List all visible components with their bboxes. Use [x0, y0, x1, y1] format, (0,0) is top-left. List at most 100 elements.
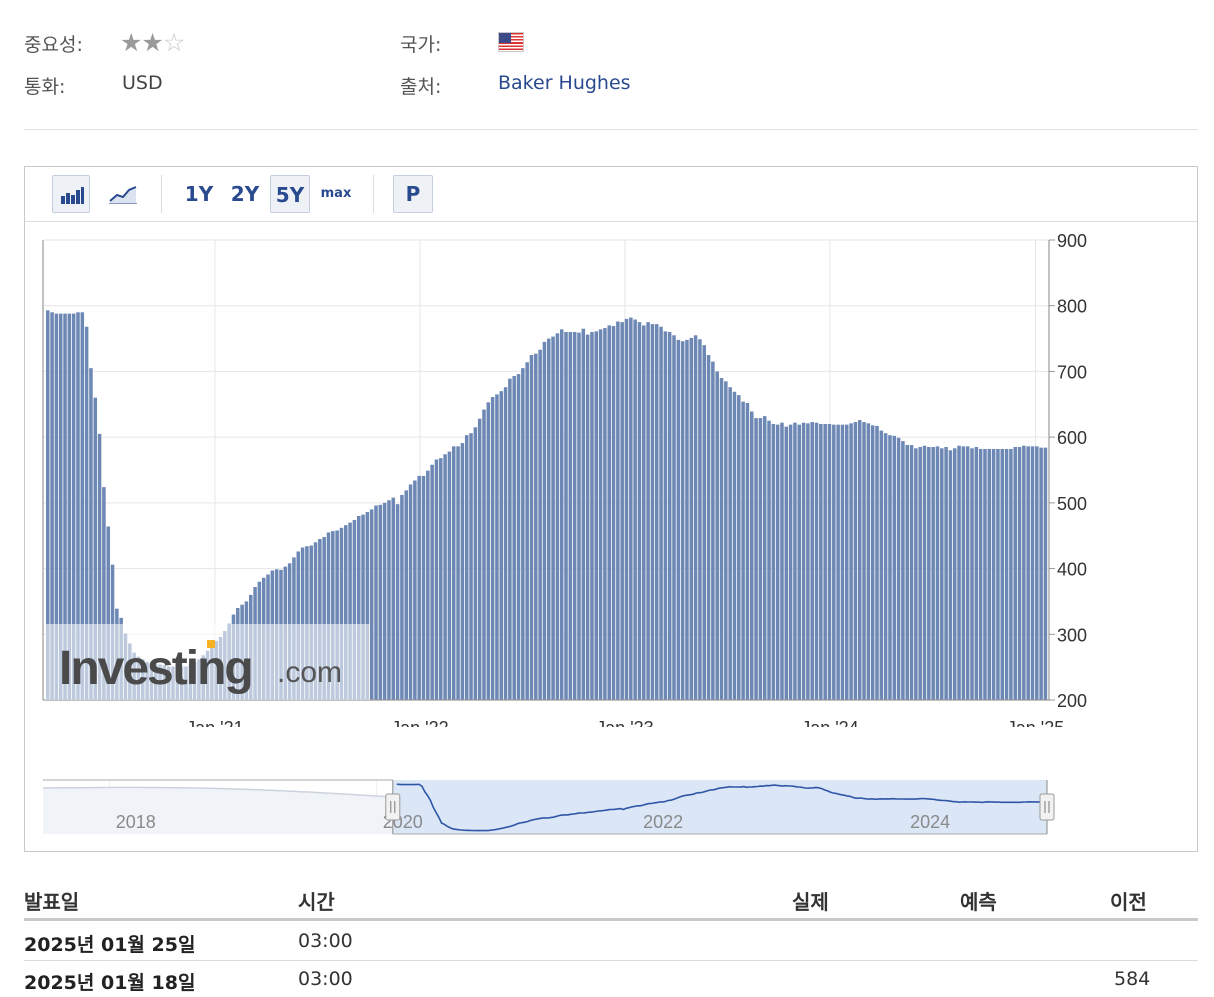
bar	[335, 530, 339, 700]
drag-handle-icon[interactable]	[385, 793, 401, 821]
bar	[490, 397, 495, 700]
bar	[352, 519, 357, 700]
navigator-history-line	[42, 786, 392, 798]
bar	[978, 448, 983, 700]
navigator-selection	[392, 780, 1048, 834]
bar	[421, 475, 426, 700]
y-tick-label: 900	[1057, 231, 1087, 251]
bar	[672, 335, 676, 700]
bar	[559, 329, 564, 700]
bar	[525, 362, 529, 700]
bar	[754, 418, 758, 700]
section-divider	[24, 129, 1198, 130]
bar	[741, 401, 745, 700]
bar	[905, 445, 909, 700]
bar	[667, 332, 672, 700]
bar	[853, 422, 858, 700]
bar	[551, 336, 555, 700]
bar	[732, 391, 737, 700]
star-filled-icon: ★	[120, 28, 142, 57]
bar	[991, 448, 996, 700]
bar	[300, 547, 305, 700]
header-actual: 실제	[792, 890, 829, 914]
bar	[801, 422, 806, 700]
bar	[318, 539, 322, 700]
bar	[715, 371, 719, 700]
bar	[806, 423, 810, 700]
bar	[434, 459, 439, 700]
range-navigator[interactable]: 2018 2020 2022 2024	[25, 167, 1197, 851]
row-2-time: 03:00	[298, 968, 353, 990]
bar	[598, 329, 603, 700]
bar	[698, 339, 702, 700]
bar	[305, 546, 309, 700]
bar	[827, 424, 832, 700]
bar	[50, 312, 54, 700]
navigator-year-label: 2022	[643, 812, 683, 832]
bar	[676, 339, 681, 700]
bar	[590, 332, 594, 700]
bar	[706, 355, 711, 700]
bar	[456, 446, 460, 700]
bar	[862, 422, 866, 700]
watermark-logo: Investing	[59, 642, 252, 695]
range-5y-button[interactable]: 5Y	[270, 175, 310, 213]
bar	[857, 420, 862, 700]
bar	[896, 437, 901, 700]
x-tick-label: Jan '23	[596, 718, 653, 727]
bar	[987, 448, 992, 700]
bar	[331, 531, 335, 700]
bar	[1030, 446, 1035, 700]
bar	[339, 527, 344, 700]
bar	[819, 424, 823, 700]
bar	[313, 542, 318, 700]
bar	[63, 313, 67, 700]
bar	[961, 446, 966, 700]
x-tick-label: Jan '22	[391, 718, 448, 727]
source-link[interactable]: Baker Hughes	[498, 72, 631, 94]
bar	[948, 450, 953, 700]
bar	[888, 435, 892, 700]
bar	[607, 325, 611, 700]
range-2y-button[interactable]: 2Y	[230, 182, 260, 206]
bar	[629, 317, 633, 700]
p-button[interactable]: P	[393, 175, 433, 213]
bar	[650, 324, 655, 700]
bar	[417, 475, 421, 700]
y-tick-label: 700	[1057, 362, 1087, 382]
bar	[771, 424, 776, 700]
line-chart-button[interactable]	[104, 175, 142, 213]
bar-chart-icon	[61, 187, 84, 204]
bar	[71, 313, 76, 700]
bar	[983, 448, 987, 700]
bar	[54, 313, 59, 700]
bar	[633, 319, 637, 700]
bar	[1022, 445, 1026, 700]
range-max-button[interactable]: max	[320, 186, 352, 201]
bar	[365, 512, 370, 700]
bar	[767, 420, 771, 700]
bar	[892, 435, 897, 700]
star-filled-icon: ★	[141, 28, 163, 57]
bar	[1043, 447, 1048, 700]
bar	[974, 447, 979, 700]
bar-chart-button[interactable]	[52, 175, 90, 213]
main-chart[interactable]: 200 300 400 500 600 700 800 900 Jan '21 Jan '22 Ja…	[25, 167, 1197, 727]
bar	[97, 433, 102, 700]
bar	[840, 424, 845, 700]
bar	[67, 313, 72, 700]
drag-handle-icon[interactable]	[1039, 793, 1055, 821]
bar	[659, 326, 663, 700]
bar	[737, 395, 741, 700]
us-flag-icon	[498, 32, 524, 52]
x-tick-label: Jan '24	[801, 718, 858, 727]
bar	[693, 335, 698, 700]
navigator-year-label: 2018	[116, 812, 156, 832]
bar	[568, 332, 573, 700]
range-1y-button[interactable]: 1Y	[184, 182, 214, 206]
bar	[922, 445, 927, 700]
bar	[542, 341, 547, 700]
header-time: 시간	[298, 890, 335, 914]
bar	[728, 387, 732, 700]
watermark-backdrop	[45, 624, 370, 700]
